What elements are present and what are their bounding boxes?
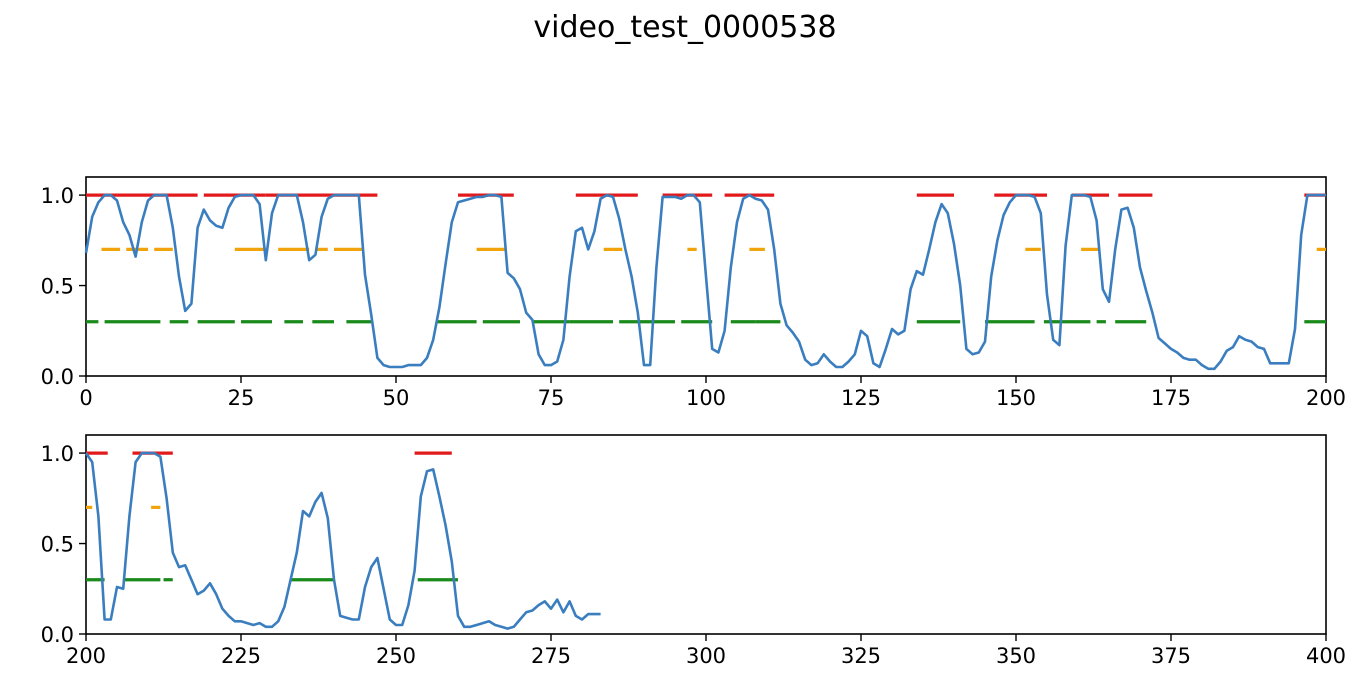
score-series-line xyxy=(84,451,601,630)
x-tick-label: 175 xyxy=(1151,386,1191,410)
x-tick-label: 350 xyxy=(996,644,1036,668)
y-tick-label: 1.0 xyxy=(41,442,74,466)
x-tick-label: 75 xyxy=(538,386,565,410)
axes-frame-2 xyxy=(85,434,1327,635)
y-tick-label: 0.0 xyxy=(41,623,74,647)
y-tick-label: 1.0 xyxy=(41,184,74,208)
y-tick-label: 0.5 xyxy=(41,533,74,557)
x-tick-label: 250 xyxy=(376,644,416,668)
x-tick-label: 300 xyxy=(686,644,726,668)
x-tick-label: 125 xyxy=(841,386,881,410)
x-tick-label: 375 xyxy=(1151,644,1191,668)
score-series-line xyxy=(84,193,1326,371)
x-tick-label: 325 xyxy=(841,644,881,668)
x-tick-label: 50 xyxy=(383,386,410,410)
x-tick-label: 200 xyxy=(1306,386,1346,410)
x-tick-label: 25 xyxy=(228,386,255,410)
x-tick-label: 100 xyxy=(686,386,726,410)
figure-title: video_test_0000538 xyxy=(533,10,837,45)
x-tick-label: 150 xyxy=(996,386,1036,410)
x-tick-label: 225 xyxy=(221,644,261,668)
x-tick-label: 0 xyxy=(79,386,92,410)
y-tick-label: 0.0 xyxy=(41,365,74,389)
x-tick-label: 400 xyxy=(1306,644,1346,668)
x-tick-label: 275 xyxy=(531,644,571,668)
x-tick-label: 200 xyxy=(66,644,106,668)
y-tick-label: 0.5 xyxy=(41,275,74,299)
